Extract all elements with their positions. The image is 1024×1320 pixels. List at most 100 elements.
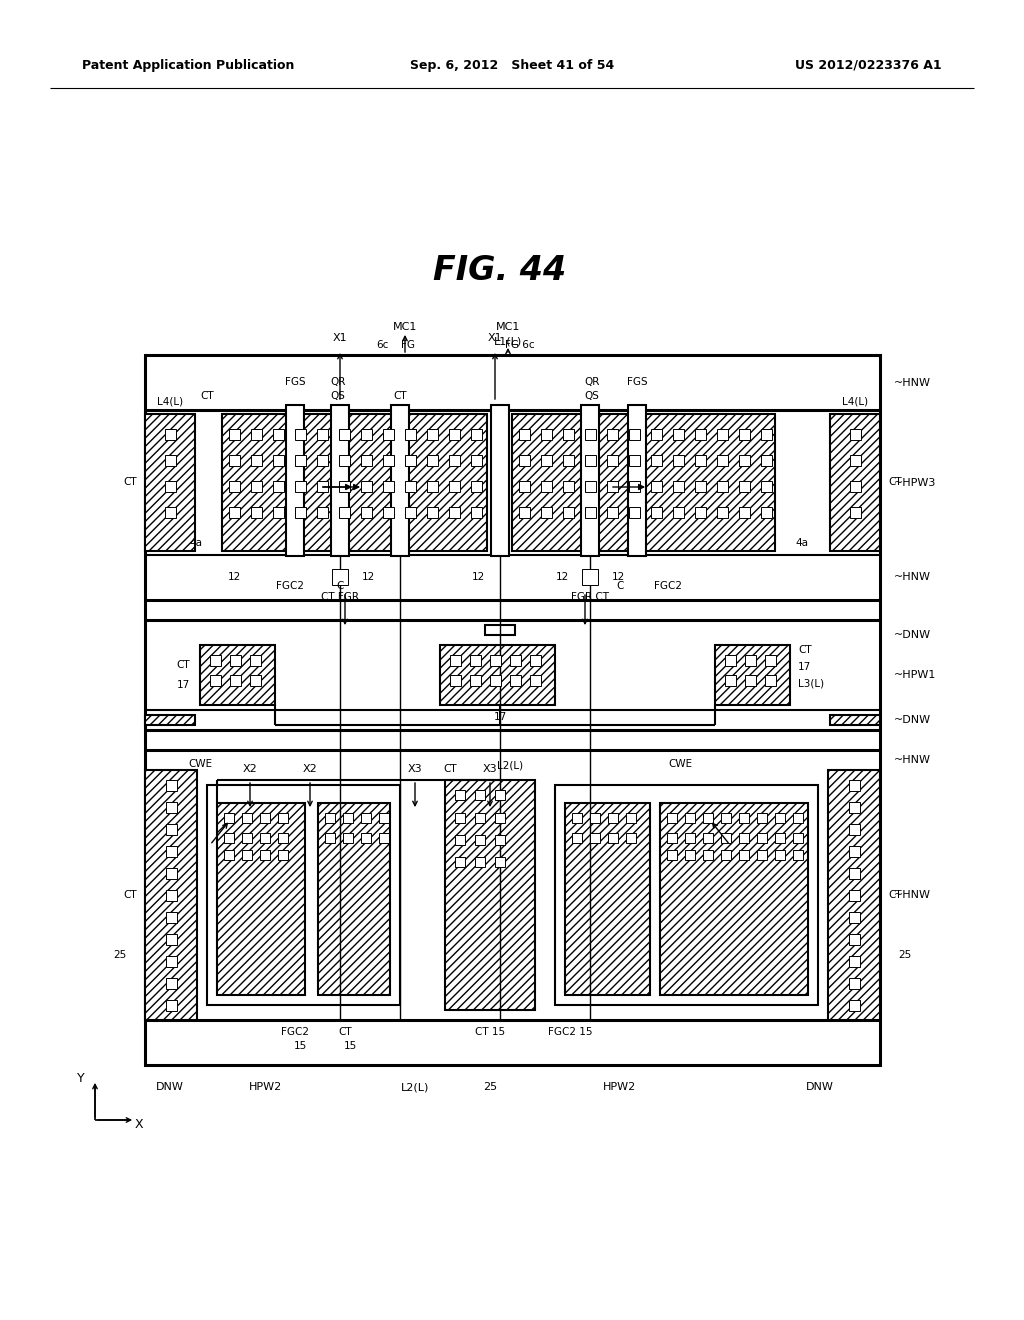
Bar: [765, 675, 775, 685]
Bar: [828, 770, 880, 1020]
Bar: [200, 645, 275, 705]
Text: Y: Y: [78, 1072, 85, 1085]
Text: ~HNW: ~HNW: [894, 378, 931, 388]
Bar: [272, 454, 284, 466]
Bar: [510, 675, 520, 685]
Bar: [738, 429, 750, 440]
Bar: [541, 480, 552, 491]
Bar: [242, 813, 252, 822]
Bar: [404, 454, 416, 466]
Bar: [565, 803, 650, 995]
Bar: [228, 454, 240, 466]
Bar: [145, 770, 197, 1020]
Bar: [518, 429, 529, 440]
Bar: [555, 785, 818, 1005]
Bar: [725, 675, 735, 685]
Bar: [449, 507, 460, 517]
Bar: [608, 833, 618, 843]
Text: C: C: [616, 581, 624, 591]
Text: HPW2: HPW2: [249, 1082, 282, 1092]
Bar: [585, 429, 596, 440]
Bar: [850, 480, 860, 491]
Bar: [145, 355, 880, 1065]
Bar: [793, 850, 803, 861]
Bar: [222, 414, 487, 550]
Bar: [470, 507, 481, 517]
Bar: [717, 480, 727, 491]
Text: HPW2: HPW2: [603, 1082, 637, 1092]
Bar: [761, 480, 771, 491]
Bar: [475, 857, 485, 867]
Bar: [295, 507, 305, 517]
Bar: [495, 789, 505, 800]
Text: 6c: 6c: [376, 341, 388, 350]
Bar: [404, 480, 416, 491]
Bar: [757, 850, 767, 861]
Bar: [339, 454, 349, 466]
Bar: [830, 414, 880, 550]
Bar: [449, 480, 460, 491]
Bar: [738, 454, 750, 466]
Bar: [582, 569, 598, 585]
Bar: [339, 429, 349, 440]
Bar: [339, 507, 349, 517]
Text: 25: 25: [483, 1082, 497, 1092]
Bar: [165, 454, 175, 466]
Text: FG 6c: FG 6c: [505, 341, 535, 350]
Text: 15: 15: [343, 1041, 356, 1051]
Bar: [541, 507, 552, 517]
Text: 15: 15: [293, 1041, 306, 1051]
Bar: [518, 480, 529, 491]
Text: Patent Application Publication: Patent Application Publication: [82, 58, 294, 71]
Text: ~HPW1: ~HPW1: [894, 671, 936, 680]
Bar: [383, 454, 393, 466]
Bar: [738, 480, 750, 491]
Bar: [585, 507, 596, 517]
Bar: [673, 429, 683, 440]
Bar: [694, 507, 706, 517]
Bar: [228, 507, 240, 517]
Bar: [717, 454, 727, 466]
Text: 12: 12: [227, 572, 241, 582]
Bar: [325, 813, 335, 822]
Bar: [529, 675, 541, 685]
Bar: [295, 429, 305, 440]
Bar: [361, 813, 371, 822]
Bar: [272, 480, 284, 491]
Bar: [295, 454, 305, 466]
Bar: [562, 480, 573, 491]
Text: ~HNW: ~HNW: [894, 755, 931, 766]
Bar: [629, 454, 640, 466]
Bar: [383, 480, 393, 491]
Bar: [739, 813, 749, 822]
Bar: [739, 833, 749, 843]
Text: CT: CT: [888, 890, 901, 900]
Text: CT: CT: [798, 645, 812, 655]
Text: CT: CT: [338, 1027, 352, 1038]
Text: X: X: [135, 1118, 143, 1131]
Text: MC1: MC1: [393, 322, 417, 333]
Bar: [510, 655, 520, 665]
Bar: [581, 405, 599, 556]
Bar: [761, 507, 771, 517]
Bar: [145, 715, 195, 725]
Bar: [166, 801, 176, 813]
Text: QR: QR: [585, 378, 600, 387]
Text: QR: QR: [331, 378, 346, 387]
Bar: [360, 507, 372, 517]
Bar: [518, 507, 529, 517]
Bar: [475, 813, 485, 822]
Bar: [685, 813, 695, 822]
Text: DNW: DNW: [156, 1082, 184, 1092]
Bar: [450, 675, 461, 685]
Bar: [278, 813, 288, 822]
Text: QS: QS: [585, 391, 599, 401]
Text: 25: 25: [898, 950, 911, 960]
Text: CT FGR: CT FGR: [321, 591, 359, 602]
Bar: [316, 480, 328, 491]
Bar: [673, 507, 683, 517]
Bar: [775, 833, 785, 843]
Text: 17: 17: [494, 711, 507, 722]
Bar: [626, 833, 636, 843]
Text: CT: CT: [888, 477, 901, 487]
